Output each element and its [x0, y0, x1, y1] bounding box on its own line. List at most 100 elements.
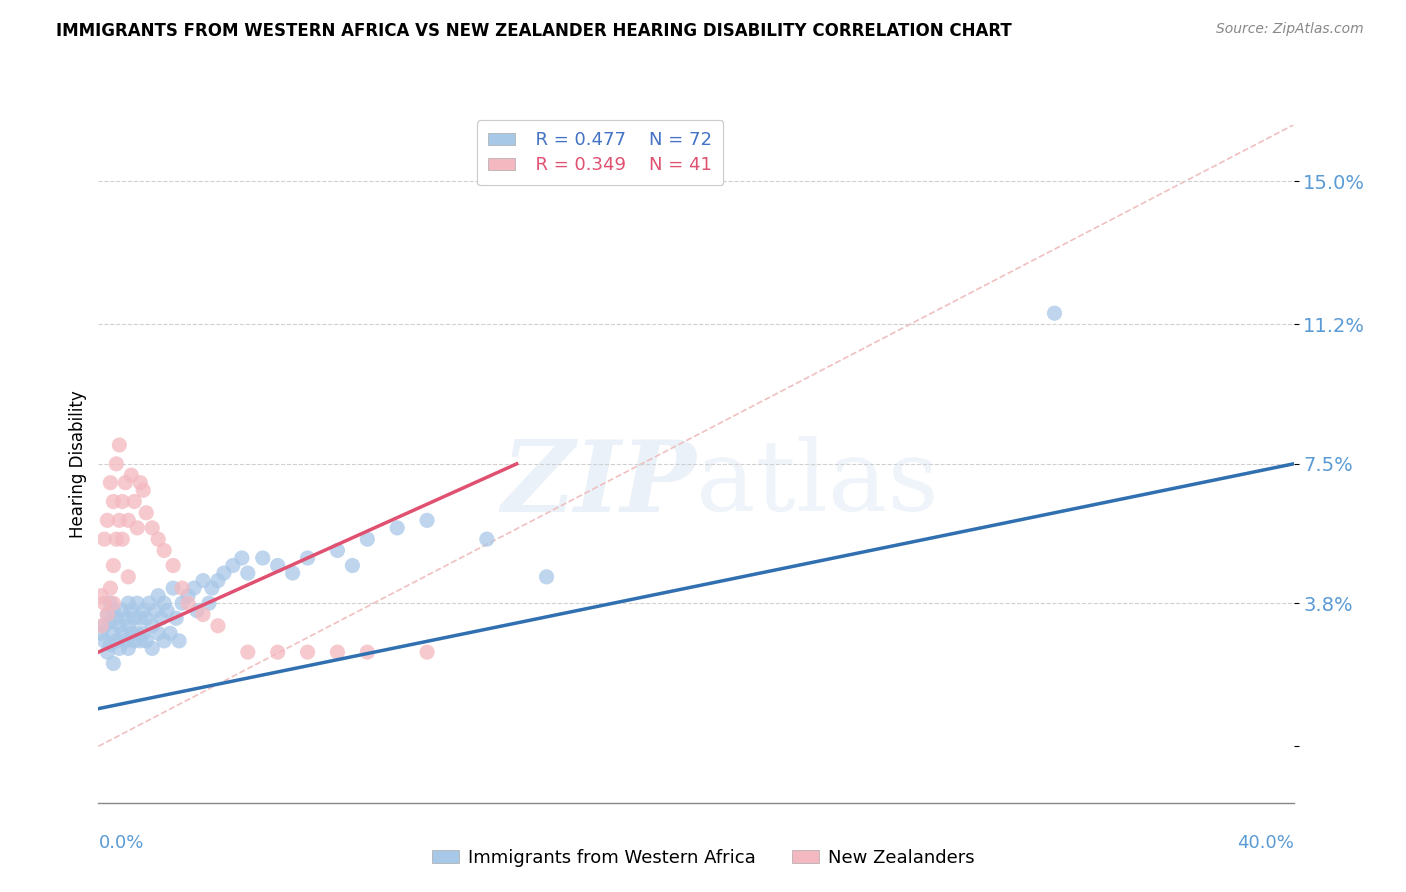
- Point: [153, 633, 176, 648]
- Point: [124, 611, 146, 625]
- Point: [135, 611, 157, 625]
- Point: [98, 638, 122, 652]
- Point: [183, 581, 205, 595]
- Point: [117, 619, 139, 633]
- Point: [177, 596, 200, 610]
- Point: [385, 521, 409, 535]
- Point: [281, 566, 304, 580]
- Point: [177, 589, 200, 603]
- Point: [105, 633, 128, 648]
- Point: [111, 604, 134, 618]
- Point: [141, 619, 163, 633]
- Point: [98, 615, 122, 629]
- Point: [111, 532, 134, 546]
- Point: [143, 604, 166, 618]
- Point: [103, 626, 125, 640]
- Point: [105, 532, 128, 546]
- Point: [172, 581, 194, 595]
- Point: [98, 596, 122, 610]
- Text: IMMIGRANTS FROM WESTERN AFRICA VS NEW ZEALANDER HEARING DISABILITY CORRELATION C: IMMIGRANTS FROM WESTERN AFRICA VS NEW ZE…: [56, 22, 1012, 40]
- Point: [120, 604, 142, 618]
- Point: [90, 619, 112, 633]
- Point: [207, 574, 229, 588]
- Point: [207, 619, 229, 633]
- Point: [93, 596, 115, 610]
- Point: [103, 604, 125, 618]
- Point: [191, 607, 214, 622]
- Point: [114, 475, 136, 490]
- Point: [416, 513, 439, 527]
- Point: [148, 626, 170, 640]
- Point: [536, 570, 558, 584]
- Point: [103, 657, 125, 671]
- Point: [212, 566, 235, 580]
- Point: [132, 626, 155, 640]
- Text: Source: ZipAtlas.com: Source: ZipAtlas.com: [1216, 22, 1364, 37]
- Point: [356, 532, 378, 546]
- Text: ZIP: ZIP: [501, 436, 696, 533]
- Point: [103, 558, 125, 573]
- Text: atlas: atlas: [696, 436, 939, 532]
- Point: [236, 645, 259, 659]
- Point: [141, 521, 163, 535]
- Point: [111, 626, 134, 640]
- Point: [150, 611, 173, 625]
- Point: [198, 596, 221, 610]
- Point: [103, 596, 125, 610]
- Point: [342, 558, 364, 573]
- Point: [129, 475, 152, 490]
- Point: [111, 494, 134, 508]
- Point: [148, 532, 170, 546]
- Point: [475, 532, 498, 546]
- Point: [127, 626, 149, 640]
- Point: [191, 574, 214, 588]
- Point: [114, 633, 136, 648]
- Point: [114, 611, 136, 625]
- Point: [186, 604, 208, 618]
- Point: [148, 589, 170, 603]
- Point: [117, 596, 139, 610]
- Point: [222, 558, 245, 573]
- Point: [129, 611, 152, 625]
- Point: [93, 633, 115, 648]
- Point: [153, 543, 176, 558]
- Point: [267, 645, 290, 659]
- Point: [231, 551, 253, 566]
- Point: [159, 626, 181, 640]
- Point: [201, 581, 224, 595]
- Point: [98, 475, 122, 490]
- Point: [141, 641, 163, 656]
- Point: [162, 581, 184, 595]
- Point: [117, 513, 139, 527]
- Point: [124, 633, 146, 648]
- Point: [108, 619, 131, 633]
- Text: 40.0%: 40.0%: [1237, 834, 1294, 852]
- Y-axis label: Hearing Disability: Hearing Disability: [69, 390, 87, 538]
- Point: [93, 619, 115, 633]
- Point: [326, 645, 349, 659]
- Point: [124, 494, 146, 508]
- Legend: Immigrants from Western Africa, New Zealanders: Immigrants from Western Africa, New Zeal…: [425, 842, 981, 874]
- Point: [90, 589, 112, 603]
- Point: [356, 645, 378, 659]
- Point: [108, 438, 131, 452]
- Point: [326, 543, 349, 558]
- Legend:   R = 0.477    N = 72,   R = 0.349    N = 41: R = 0.477 N = 72, R = 0.349 N = 41: [478, 120, 723, 186]
- Point: [172, 596, 194, 610]
- Point: [236, 566, 259, 580]
- Point: [132, 604, 155, 618]
- Point: [129, 633, 152, 648]
- Point: [117, 641, 139, 656]
- Point: [127, 521, 149, 535]
- Point: [132, 483, 155, 498]
- Point: [167, 633, 190, 648]
- Point: [162, 558, 184, 573]
- Point: [267, 558, 290, 573]
- Point: [252, 551, 274, 566]
- Point: [135, 633, 157, 648]
- Point: [416, 645, 439, 659]
- Point: [156, 604, 179, 618]
- Point: [96, 607, 118, 622]
- Point: [297, 645, 319, 659]
- Point: [96, 607, 118, 622]
